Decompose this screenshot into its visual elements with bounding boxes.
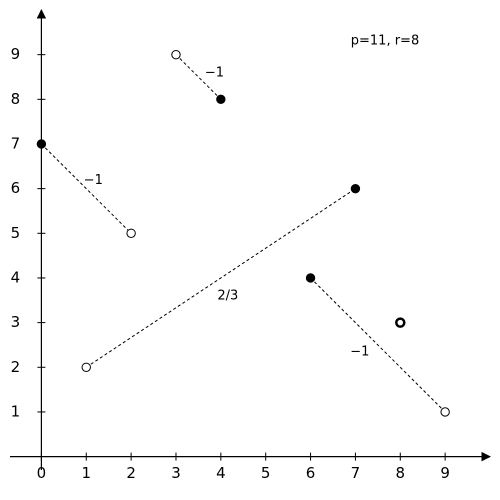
x-tick-label: 5 (261, 464, 271, 482)
slope-label: 2/3 (217, 288, 238, 303)
slope-label: −1 (205, 65, 224, 80)
point (395, 317, 406, 328)
point (305, 273, 316, 283)
y-tick-label: 6 (11, 179, 21, 197)
y-tick-label: 2 (11, 358, 21, 376)
point (81, 362, 91, 372)
x-tick-label: 0 (37, 464, 47, 482)
y-tick-label: 4 (11, 268, 21, 286)
x-tick-label: 1 (81, 464, 91, 482)
annotation: p=11, r=8 (351, 34, 419, 49)
y-tick-label: 7 (11, 134, 21, 152)
point (36, 139, 47, 149)
x-tick-label: 4 (216, 464, 226, 482)
point (440, 407, 450, 417)
x-tick-label: 3 (171, 464, 181, 482)
x-tick-label: 7 (351, 464, 361, 482)
x-tick-label: 8 (396, 464, 406, 482)
point (216, 94, 226, 105)
point (171, 49, 181, 60)
segment (41, 143, 132, 234)
y-tick-label: 1 (11, 402, 21, 420)
y-tick-label: 8 (11, 90, 21, 108)
y-tick-label: 3 (11, 313, 21, 331)
y-tick-label: 5 (11, 224, 21, 242)
y-tick-label: 9 (11, 45, 21, 63)
point (350, 183, 361, 194)
slope-label: −1 (350, 344, 369, 359)
slope-label: −1 (84, 173, 103, 188)
x-tick-label: 9 (440, 464, 450, 482)
x-tick-label: 6 (306, 464, 316, 482)
segment (85, 188, 356, 368)
point (126, 228, 136, 239)
x-tick-label: 2 (126, 464, 136, 482)
segment (310, 277, 446, 413)
